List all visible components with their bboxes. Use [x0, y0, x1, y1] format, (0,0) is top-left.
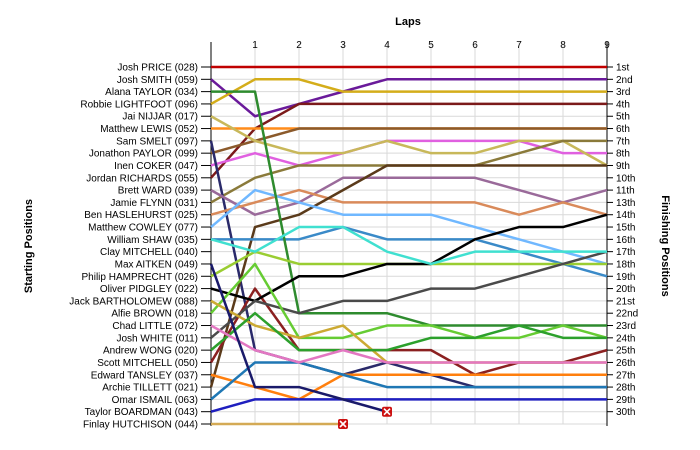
- starting-driver-label: Finlay HUTCHISON (044): [83, 420, 198, 431]
- starting-driver-label: Ben HASLEHURST (025): [84, 210, 198, 221]
- starting-driver-label: Max AITKEN (049): [115, 259, 198, 270]
- finishing-position-label: 29th: [616, 395, 635, 406]
- starting-driver-label: Jack BARTHOLOMEW (088): [69, 296, 198, 307]
- starting-driver-label: Omar ISMAIL (063): [112, 395, 198, 406]
- position-line: [210, 311, 607, 352]
- finishing-position-label: 13th: [616, 198, 635, 209]
- finishing-position-label: 7th: [616, 136, 630, 147]
- x-tick-label: 1: [252, 40, 258, 51]
- finishing-position-label: 9th: [616, 161, 630, 172]
- starting-driver-label: Taylor BOARDMAN (043): [85, 407, 198, 418]
- finishing-position-label: 6th: [616, 124, 630, 135]
- finishing-position-label: 3rd: [616, 87, 630, 98]
- finishing-position-label: 24th: [616, 333, 635, 344]
- retirement-marker-cross: [383, 408, 391, 416]
- position-line: [210, 127, 607, 155]
- starting-driver-label: Jai NIJJAR (017): [122, 112, 198, 123]
- starting-driver-label: Oliver PIDGLEY (022): [100, 284, 198, 295]
- starting-driver-label: Robbie LIGHTFOOT (096): [80, 99, 198, 110]
- finishing-position-label: 21st: [616, 296, 635, 307]
- finishing-position-label: 23rd: [616, 321, 636, 332]
- starting-driver-label: Josh SMITH (059): [117, 75, 198, 86]
- position-line: [210, 361, 607, 401]
- x-tick-label: 9: [604, 40, 610, 51]
- finishing-position-label: 2nd: [616, 75, 633, 86]
- retirement-marker: [382, 406, 392, 417]
- starting-driver-label: Philip HAMPRECHT (026): [81, 272, 198, 283]
- finishing-position-label: 30th: [616, 407, 635, 418]
- finishing-position-label: 4th: [616, 99, 630, 110]
- left-axis-title: Starting Positions: [23, 199, 35, 293]
- finishing-position-label: 22nd: [616, 309, 638, 320]
- finishing-position-label: 28th: [616, 383, 635, 394]
- starting-driver-label: Scott MITCHELL (050): [97, 358, 198, 369]
- finishing-position-label: 27th: [616, 370, 635, 381]
- position-line: [210, 324, 607, 364]
- starting-driver-label: Jonathon PAYLOR (099): [89, 149, 198, 160]
- x-tick-label: 6: [472, 40, 478, 51]
- finishing-position-label: 17th: [616, 247, 635, 258]
- position-line: [210, 213, 608, 303]
- starting-driver-label: Edward TANSLEY (037): [91, 370, 198, 381]
- finishing-position-label: 25th: [616, 346, 635, 357]
- finishing-position-label: 26th: [616, 358, 635, 369]
- finishing-position-label: 20th: [616, 284, 635, 295]
- x-tick-label: 3: [340, 40, 346, 51]
- finishing-position-label: 14th: [616, 210, 635, 221]
- position-line: [210, 176, 608, 216]
- series-lines: [209, 65, 608, 426]
- starting-driver-label: Inen COKER (047): [114, 161, 198, 172]
- starting-driver-label: Sam SMELT (097): [116, 136, 198, 147]
- starting-driver-label: Jamie FLYNN (031): [110, 198, 198, 209]
- x-tick-label: 2: [296, 40, 302, 51]
- finishing-position-label: 8th: [616, 149, 630, 160]
- finishing-position-label: 19th: [616, 272, 635, 283]
- finishing-position-label: 11th: [616, 186, 635, 197]
- finishing-position-label: 15th: [616, 223, 635, 234]
- starting-driver-label: Clay MITCHELL (040): [100, 247, 198, 258]
- axis-labels: 1 2 3 4 5 6 7 8 9 Josh PRICE (028)Josh SMITH (059…: [69, 40, 638, 431]
- starting-driver-label: Josh PRICE (028): [117, 63, 198, 74]
- starting-driver-label: Alana TAYLOR (034): [105, 87, 198, 98]
- finishing-position-label: 18th: [616, 259, 635, 270]
- position-line: [210, 102, 607, 179]
- x-tick-label: 7: [516, 40, 522, 51]
- finishing-position-label: 5th: [616, 112, 630, 123]
- retirement-marker: [338, 419, 348, 429]
- position-line: [211, 90, 607, 327]
- starting-driver-label: Chad LITTLE (072): [112, 321, 198, 332]
- starting-driver-label: Jordan RICHARDS (055): [86, 173, 198, 184]
- starting-driver-label: Matthew COWLEY (077): [88, 223, 198, 234]
- x-axis-title: Laps: [395, 16, 421, 28]
- x-tick-label: 8: [560, 40, 566, 51]
- starting-driver-label: William SHAW (035): [107, 235, 198, 246]
- starting-driver-label: Matthew LEWIS (052): [100, 124, 198, 135]
- starting-driver-label: Archie TILLETT (021): [102, 383, 198, 394]
- starting-driver-label: Brett WARD (039): [118, 186, 198, 197]
- starting-driver-label: Andrew WONG (020): [103, 346, 198, 357]
- right-axis-title: Finishing Positions: [659, 195, 671, 296]
- finishing-position-label: 16th: [616, 235, 635, 246]
- position-line: [210, 78, 607, 106]
- position-line: [209, 263, 388, 413]
- starting-driver-label: Josh WHITE (011): [117, 333, 199, 344]
- position-line: [210, 398, 607, 413]
- position-line: [209, 164, 607, 388]
- finishing-position-label: 1st: [616, 63, 630, 74]
- position-line: [210, 250, 608, 339]
- x-tick-label: 5: [428, 40, 434, 51]
- position-line: [210, 225, 607, 266]
- retirement-markers: [338, 406, 392, 429]
- starting-driver-label: Alfie BROWN (018): [111, 309, 198, 320]
- position-line: [210, 115, 608, 167]
- position-line: [210, 373, 607, 401]
- finishing-position-label: 10th: [616, 173, 635, 184]
- retirement-marker-cross: [339, 420, 347, 428]
- x-tick-label: 4: [384, 40, 390, 51]
- position-line: [210, 78, 607, 118]
